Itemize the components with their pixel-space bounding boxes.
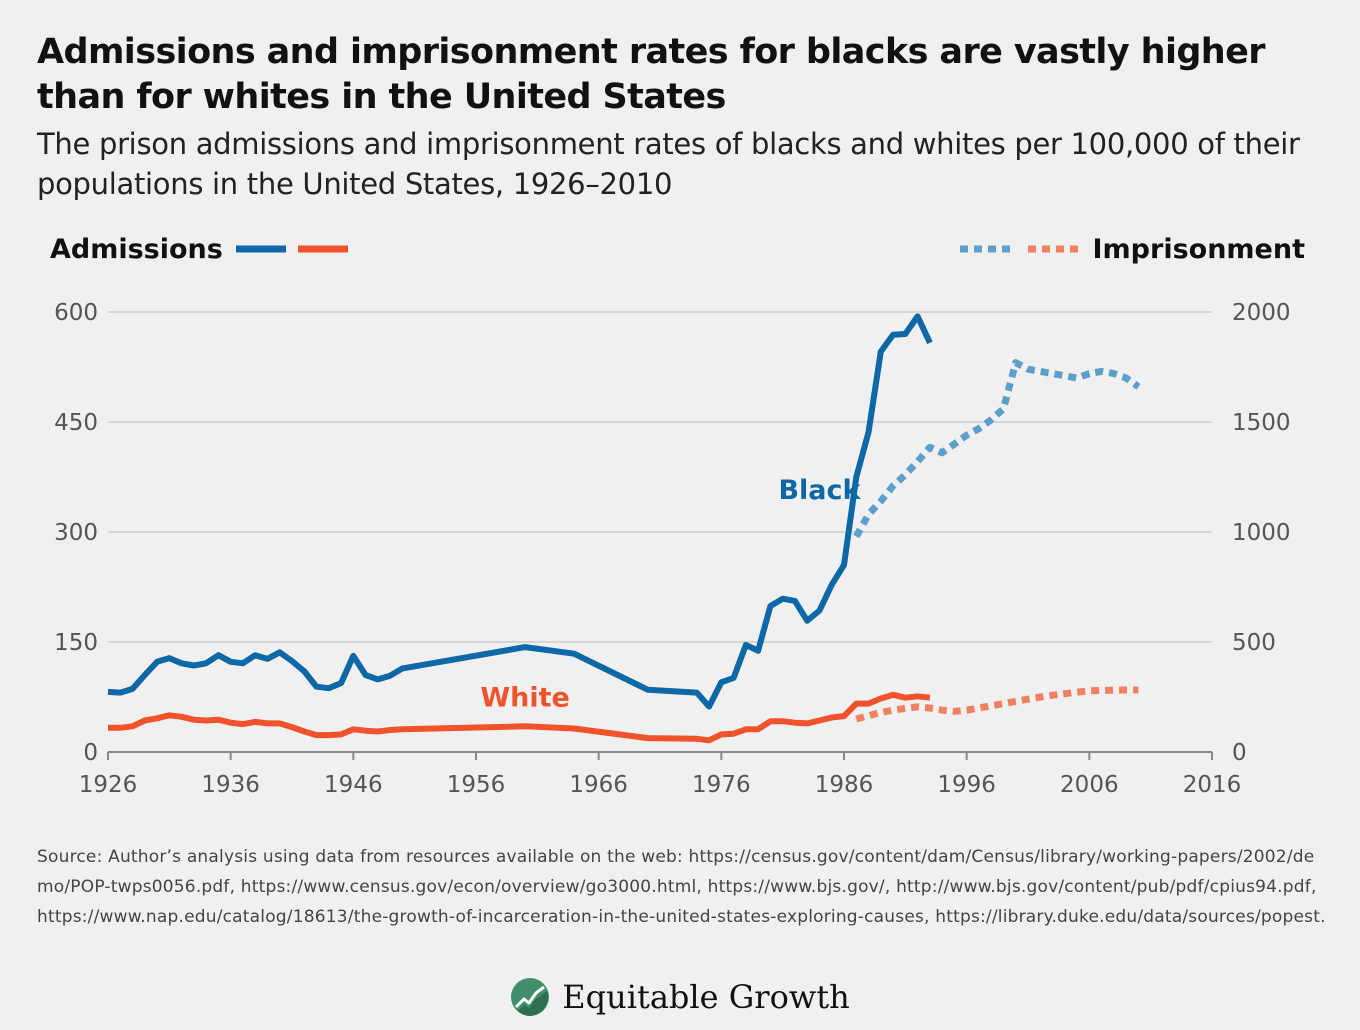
chart-subtitle: The prison admissions and imprisonment r… bbox=[37, 127, 1300, 201]
x-tick-label: 2006 bbox=[1060, 772, 1119, 798]
series-lines bbox=[107, 313, 1141, 744]
y-left-tick-label: 450 bbox=[54, 410, 98, 436]
growth-chart-leaf-icon bbox=[511, 978, 550, 1016]
black-imprisonment-line bbox=[853, 359, 1141, 539]
gridlines bbox=[108, 311, 1212, 643]
y-right-tick-label: 2000 bbox=[1232, 300, 1291, 326]
y-left-tick-label: 300 bbox=[54, 520, 98, 546]
white-series-label: White bbox=[480, 683, 569, 714]
chart-title: Admissions and imprisonment rates for bl… bbox=[37, 32, 1266, 117]
white-imprisonment-line bbox=[855, 686, 1139, 723]
y-left-tick-label: 600 bbox=[54, 300, 98, 326]
x-tick-label: 1976 bbox=[692, 772, 751, 798]
x-tick-label: 1966 bbox=[569, 772, 628, 798]
legend-admissions-label: Admissions bbox=[50, 234, 223, 265]
y-right-tick-label: 0 bbox=[1232, 740, 1247, 766]
y-axis-left: 0 150 300 450 600 bbox=[54, 300, 98, 766]
y-right-tick-label: 1500 bbox=[1232, 410, 1291, 436]
legend-admissions: Admissions bbox=[50, 234, 348, 265]
x-tick-label: 1936 bbox=[201, 772, 260, 798]
white-admissions-line bbox=[108, 691, 931, 744]
source-note: Source: Author’s analysis using data fro… bbox=[37, 847, 1326, 927]
y-axis-right: 0 500 1000 1500 2000 bbox=[1232, 300, 1291, 766]
x-tick-label: 1996 bbox=[937, 772, 996, 798]
legend-imprisonment-label: Imprisonment bbox=[1093, 234, 1306, 265]
black-series-label: Black bbox=[778, 475, 861, 506]
series-labels: Black White bbox=[480, 475, 861, 714]
x-axis: 1926 1936 1946 1956 1966 1976 1986 1996 2006 2016 bbox=[79, 751, 1242, 798]
brand-footer: Equitable Growth bbox=[0, 972, 1360, 1022]
black-admissions-line bbox=[107, 313, 933, 710]
x-tick-label: 1956 bbox=[447, 772, 506, 798]
x-tick-label: 1986 bbox=[815, 772, 874, 798]
y-right-tick-label: 1000 bbox=[1232, 520, 1291, 546]
y-right-tick-label: 500 bbox=[1232, 630, 1276, 656]
legend-imprisonment: Imprisonment bbox=[960, 234, 1305, 265]
y-left-tick-label: 0 bbox=[83, 740, 98, 766]
x-tick-label: 2016 bbox=[1183, 772, 1242, 798]
x-tick-label: 1946 bbox=[324, 772, 383, 798]
brand-name: Equitable Growth bbox=[562, 978, 850, 1016]
y-left-tick-label: 150 bbox=[54, 630, 98, 656]
x-tick-label: 1926 bbox=[79, 772, 138, 798]
